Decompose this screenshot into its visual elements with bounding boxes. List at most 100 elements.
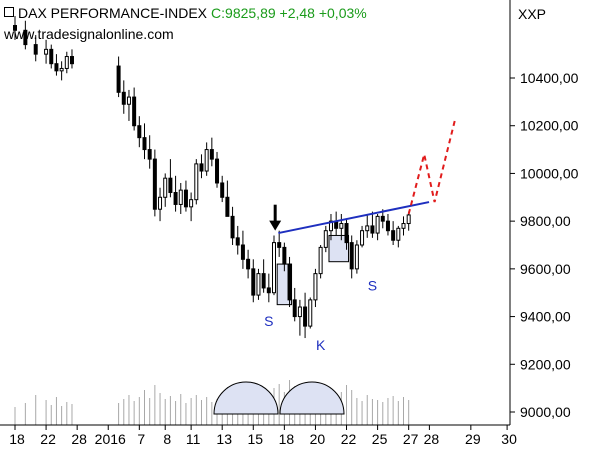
x-tick-label: 18 (279, 431, 295, 447)
instrument-title: DAX PERFORMANCE-INDEX (18, 5, 208, 21)
pattern-lines (269, 118, 457, 235)
collapse-box-icon[interactable] (4, 7, 14, 17)
candle-body (230, 215, 235, 239)
pattern-label: K (316, 337, 326, 353)
candle-body (142, 137, 147, 151)
watermark: www.tradesignalonline.com (4, 26, 174, 42)
x-tick-label: 2016 (95, 431, 126, 447)
candle-body (396, 227, 401, 241)
candle-body (240, 244, 245, 260)
annotations: S K S (264, 277, 377, 353)
x-tick-label: 29 (465, 431, 481, 447)
candle-body (349, 242, 354, 270)
candle-body (199, 163, 204, 172)
candle-body (328, 220, 333, 232)
x-tick-label: 22 (40, 431, 56, 447)
candle-body (189, 199, 194, 208)
volume-arcs (213, 381, 345, 415)
y-tick-label: 9400,00 (520, 309, 571, 325)
candle-body (339, 223, 344, 229)
neckline (278, 201, 430, 235)
candle-body (385, 220, 390, 232)
highlight-box (328, 234, 350, 263)
candle-body (59, 67, 64, 72)
x-tick-label: 28 (71, 431, 87, 447)
candle-body (23, 29, 28, 46)
candle-body (380, 215, 385, 222)
x-tick-label: 8 (163, 431, 171, 447)
candle-body (173, 192, 178, 205)
candle-body (303, 306, 308, 327)
candle-body (163, 177, 168, 198)
candle-body (313, 273, 318, 301)
candle-body (272, 242, 276, 294)
axes: 9000,00 9200,00 9400,00 9600,00 9800,00 10000… (0, 0, 579, 447)
candle-body (178, 189, 183, 205)
x-tick-label: 25 (372, 431, 388, 447)
candle-body (391, 230, 396, 241)
candle-body (251, 268, 256, 296)
y-tick-label: 10000,00 (520, 165, 579, 181)
candle-body (132, 96, 137, 127)
candle-body (344, 223, 349, 244)
candle-body (318, 246, 323, 275)
x-tick-label: 30 (501, 431, 517, 447)
candle-body (323, 230, 328, 248)
candle-body (360, 230, 365, 246)
x-tick-label: 15 (247, 431, 263, 447)
candle-body (282, 246, 287, 265)
candle-body (126, 96, 131, 105)
candle-body (69, 56, 74, 65)
candle-body (13, 25, 17, 31)
candle-body (152, 158, 157, 210)
candle-body (168, 177, 173, 194)
x-tick-label: 11 (186, 431, 201, 447)
projection-path (407, 118, 457, 215)
y-tick-label: 9200,00 (520, 356, 571, 372)
volume-bars (14, 380, 410, 425)
candle-body (297, 306, 302, 318)
candle-body (54, 63, 59, 72)
candle-body (354, 244, 359, 270)
x-tick-label: 18 (9, 431, 25, 447)
candle-body (183, 189, 188, 208)
candle-body (204, 149, 209, 172)
x-tick-label: 27 (403, 431, 419, 447)
candle-body (121, 91, 126, 105)
y-tick-label: 10200,00 (520, 118, 579, 134)
candle-body (277, 242, 282, 248)
candle-body (365, 225, 370, 232)
candle-body (116, 65, 121, 93)
x-tick-label: 22 (341, 431, 357, 447)
candle-body (44, 48, 49, 55)
quote-readout: C:9825,89 +2,48 +0,03% (211, 5, 367, 21)
candle-body (33, 44, 38, 55)
candle-body (225, 196, 230, 217)
candle-body (256, 273, 261, 296)
y-tick-label: 9600,00 (520, 261, 571, 277)
candle-body (308, 299, 313, 327)
candle-body (370, 225, 375, 234)
candle-body (261, 273, 266, 289)
candle-body (401, 223, 406, 229)
x-tick-label: 20 (310, 431, 326, 447)
candle-body (246, 258, 251, 270)
candle-body (235, 237, 240, 246)
y-tick-label: 9800,00 (520, 213, 571, 229)
candles (13, 15, 411, 339)
candle-body (64, 56, 69, 69)
candle-body (266, 287, 271, 294)
y-tick-label: 10400,00 (520, 70, 579, 86)
candle-body (220, 182, 225, 198)
candle-body (292, 299, 297, 318)
candle-body (209, 149, 214, 160)
chart-header: DAX PERFORMANCE-INDEX C:9825,89 +2,48 +0,… (4, 5, 367, 21)
x-tick-label: 28 (424, 431, 440, 447)
candle-body (375, 215, 380, 234)
y-tick-label: 9000,00 (520, 404, 571, 420)
pattern-label: S (264, 313, 273, 329)
candle-body (406, 214, 411, 225)
candle-body (194, 163, 199, 201)
volume-arc (213, 381, 279, 415)
